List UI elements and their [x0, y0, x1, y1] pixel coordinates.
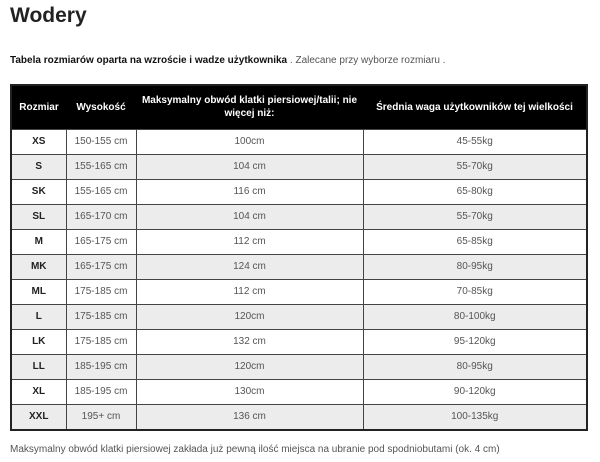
cell-chest: 124 cm — [135, 253, 364, 280]
header-weight: Średnia waga użytkowników tej wielkości — [363, 85, 587, 129]
intro-text: Tabela rozmiarów oparta na wzroście i wa… — [10, 54, 446, 68]
cell-height: 165-175 cm — [65, 228, 137, 255]
cell-chest: 104 cm — [135, 203, 364, 230]
table-row: ML 175-185 cm 112 cm 70-85kg — [10, 278, 588, 305]
cell-size: M — [10, 228, 67, 255]
cell-weight: 45-55kg — [362, 128, 588, 155]
table-row: XL 185-195 cm 130cm 90-120kg — [10, 378, 588, 405]
size-table: Rozmiar Wysokość Maksymalny obwód klatki… — [10, 84, 588, 431]
cell-weight: 95-120kg — [362, 328, 588, 355]
cell-chest: 104 cm — [135, 153, 364, 180]
cell-weight: 80-95kg — [362, 353, 588, 380]
table-row: LL 185-195 cm 120cm 80-95kg — [10, 353, 588, 380]
table-row: MK 165-175 cm 124 cm 80-95kg — [10, 253, 588, 280]
cell-weight: 65-85kg — [362, 228, 588, 255]
table-row: XS 150-155 cm 100cm 45-55kg — [10, 128, 588, 155]
header-chest: Maksymalny obwód klatki piersiowej/talii… — [136, 85, 363, 129]
intro-bold: Tabela rozmiarów oparta na wzroście i wa… — [10, 55, 288, 66]
cell-size: XL — [10, 378, 67, 405]
cell-weight: 55-70kg — [362, 153, 588, 180]
cell-chest: 136 cm — [135, 403, 364, 430]
table-row: L 175-185 cm 120cm 80-100kg — [10, 303, 588, 330]
cell-weight: 65-80kg — [362, 178, 588, 205]
cell-height: 185-195 cm — [65, 378, 137, 405]
table-row: S 155-165 cm 104 cm 55-70kg — [10, 153, 588, 180]
page-title: Wodery — [10, 4, 87, 27]
cell-size: MK — [10, 253, 67, 280]
table-row: XXL 195+ cm 136 cm 100-135kg — [10, 403, 588, 430]
cell-height: 155-165 cm — [65, 178, 137, 205]
table-row: LK 175-185 cm 132 cm 95-120kg — [10, 328, 588, 355]
cell-chest: 132 cm — [135, 328, 364, 355]
header-height: Wysokość — [66, 85, 136, 129]
intro-rest: . Zalecane przy wyborze rozmiaru . — [287, 55, 446, 66]
cell-size: SK — [10, 178, 67, 205]
cell-chest: 112 cm — [135, 228, 364, 255]
cell-size: XXL — [10, 403, 67, 430]
table-header: Rozmiar Wysokość Maksymalny obwód klatki… — [11, 85, 587, 129]
cell-chest: 120cm — [135, 353, 364, 380]
cell-height: 155-165 cm — [65, 153, 137, 180]
cell-size: L — [10, 303, 67, 330]
cell-height: 175-185 cm — [65, 328, 137, 355]
table-row: SK 155-165 cm 116 cm 65-80kg — [10, 178, 588, 205]
cell-size: LL — [10, 353, 67, 380]
cell-height: 175-185 cm — [65, 278, 137, 305]
cell-size: S — [10, 153, 67, 180]
cell-height: 175-185 cm — [65, 303, 137, 330]
cell-size: SL — [10, 203, 67, 230]
cell-weight: 80-100kg — [362, 303, 588, 330]
cell-chest: 100cm — [135, 128, 364, 155]
footer-note: Maksymalny obwód klatki piersiowej zakła… — [10, 444, 500, 455]
table-row: M 165-175 cm 112 cm 65-85kg — [10, 228, 588, 255]
cell-chest: 120cm — [135, 303, 364, 330]
cell-size: ML — [10, 278, 67, 305]
cell-height: 150-155 cm — [65, 128, 137, 155]
cell-chest: 112 cm — [135, 278, 364, 305]
cell-weight: 100-135kg — [362, 403, 588, 430]
cell-weight: 70-85kg — [362, 278, 588, 305]
cell-height: 165-170 cm — [65, 203, 137, 230]
cell-height: 195+ cm — [65, 403, 137, 430]
cell-weight: 90-120kg — [362, 378, 588, 405]
cell-chest: 116 cm — [135, 178, 364, 205]
header-size: Rozmiar — [11, 85, 66, 129]
cell-height: 165-175 cm — [65, 253, 137, 280]
cell-size: XS — [10, 128, 67, 155]
cell-size: LK — [10, 328, 67, 355]
cell-chest: 130cm — [135, 378, 364, 405]
cell-height: 185-195 cm — [65, 353, 137, 380]
table-row: SL 165-170 cm 104 cm 55-70kg — [10, 203, 588, 230]
cell-weight: 80-95kg — [362, 253, 588, 280]
cell-weight: 55-70kg — [362, 203, 588, 230]
